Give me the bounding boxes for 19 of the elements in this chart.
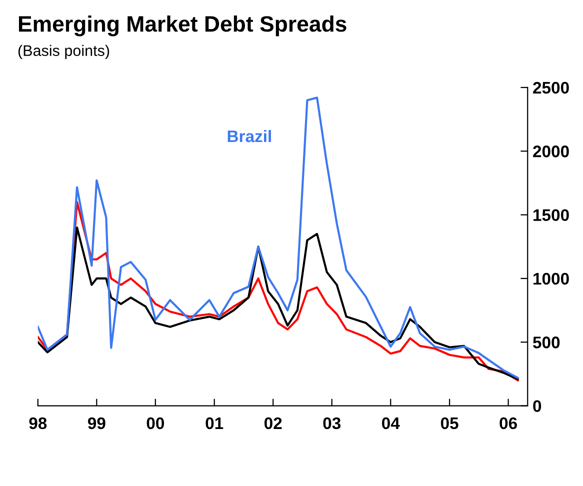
x-tick-label: 98 (29, 417, 47, 430)
x-tick-label: 06 (500, 417, 517, 430)
y-tick-label: 1000 (534, 272, 569, 285)
x-tick-label: 01 (206, 417, 224, 430)
y-tick-label: 2000 (533, 146, 569, 158)
x-tick-label: 04 (382, 417, 400, 430)
x-tick-label: 03 (323, 417, 341, 430)
chart-title: Emerging Market Debt Spreads (18, 15, 346, 36)
x-tick-label: 00 (146, 417, 164, 430)
x-tick-label: 99 (88, 417, 106, 430)
y-tick-label: 2500 (533, 82, 569, 94)
chart-subtitle: (Basis points) (18, 44, 110, 60)
y-tick-label: 1500 (534, 209, 569, 222)
x-tick-label: 02 (264, 417, 282, 430)
line-series (38, 96, 519, 379)
text: Brazil (228, 130, 271, 142)
y-tick-label: 0 (533, 400, 542, 412)
x-tick-label: 05 (440, 417, 458, 430)
y-tick-label: 500 (532, 336, 560, 348)
